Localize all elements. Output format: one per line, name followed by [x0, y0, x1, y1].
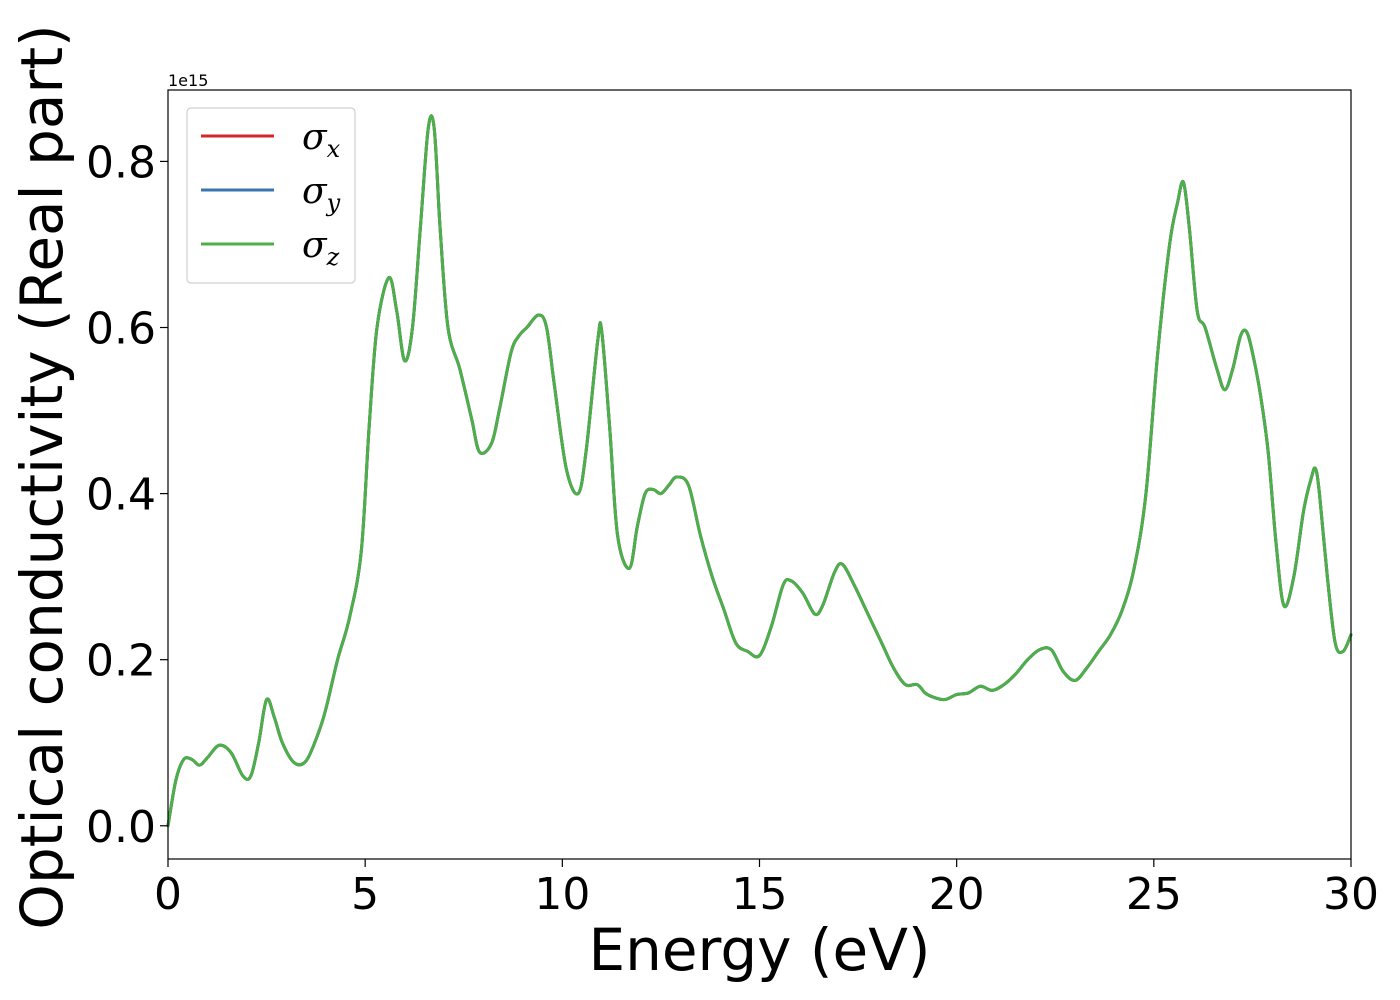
- legend-box: [186, 107, 356, 284]
- x-tick-label: 5: [351, 869, 379, 920]
- x-axis: 0 5 10 15 20 25 30: [154, 859, 1379, 920]
- x-tick-label: 25: [1126, 869, 1182, 920]
- legend-label-sigma-y: σy: [302, 171, 341, 217]
- x-tick-label: 30: [1323, 869, 1379, 920]
- legend: σx σy σz: [186, 107, 356, 284]
- x-tick-label: 0: [154, 869, 182, 920]
- y-tick-label: 0.8: [86, 137, 156, 188]
- y-tick-label: 0.4: [86, 470, 156, 521]
- y-offset-label: 1e15: [168, 71, 208, 90]
- series-layer: [166, 114, 1353, 828]
- y-tick-label: 0.2: [86, 636, 156, 687]
- x-tick-label: 15: [732, 869, 788, 920]
- legend-label-sigma-z: σz: [302, 225, 340, 271]
- y-axis: 0.0 0.2 0.4 0.6 0.8: [86, 137, 168, 853]
- y-tick-label: 0.6: [86, 304, 156, 355]
- x-tick-label: 20: [929, 869, 985, 920]
- legend-label-sigma-x: σx: [302, 117, 341, 163]
- x-axis-title: Energy (eV): [588, 916, 930, 984]
- series-line-sigma-z: [166, 114, 1353, 828]
- y-axis-title: Optical conductivity (Real part): [8, 24, 76, 929]
- x-tick-label: 10: [534, 869, 590, 920]
- y-tick-label: 0.0: [86, 802, 156, 853]
